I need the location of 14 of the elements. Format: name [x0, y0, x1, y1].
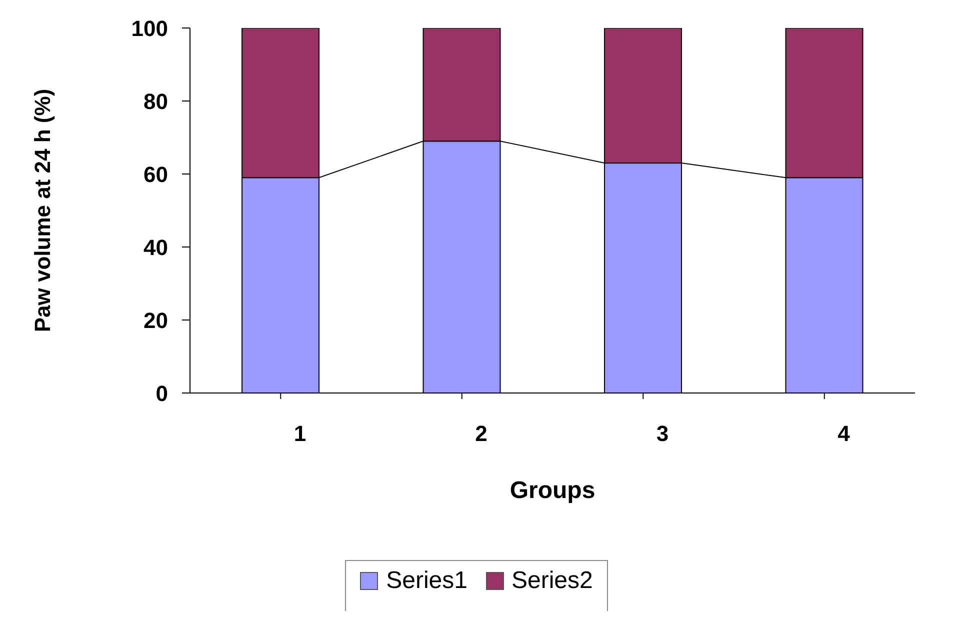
y-tick-label: 20: [144, 308, 168, 333]
y-axis-title: Paw volume at 24 h (%): [30, 88, 55, 332]
legend-label: Series1: [386, 567, 468, 595]
y-tick-label: 100: [131, 16, 168, 41]
y-tick-label: 40: [144, 234, 168, 260]
x-tick-label: 4: [838, 421, 851, 446]
y-tick-label: 0: [156, 380, 168, 406]
legend-label: Series2: [512, 567, 593, 595]
y-tick-label: 80: [144, 88, 168, 114]
y-tick-label: 60: [144, 162, 168, 187]
x-axis-title: Groups: [510, 477, 596, 504]
x-tick-label: 3: [656, 421, 669, 446]
x-tick-label: 1: [294, 421, 306, 446]
x-tick-label: 2: [475, 421, 488, 446]
